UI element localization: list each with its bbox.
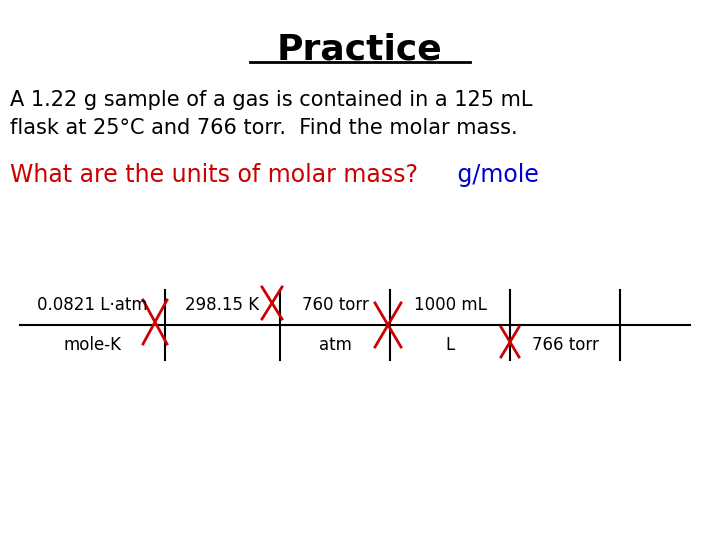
Text: Practice: Practice [277, 33, 443, 67]
Text: 298.15 K: 298.15 K [186, 296, 260, 314]
Text: g/mole: g/mole [450, 163, 539, 187]
Text: A 1.22 g sample of a gas is contained in a 125 mL: A 1.22 g sample of a gas is contained in… [10, 90, 533, 110]
Text: L: L [446, 336, 454, 354]
Text: mole-K: mole-K [63, 336, 122, 354]
Text: What are the units of molar mass?: What are the units of molar mass? [10, 163, 418, 187]
Text: flask at 25°C and 766 torr.  Find the molar mass.: flask at 25°C and 766 torr. Find the mol… [10, 118, 518, 138]
Text: 0.0821 L·atm: 0.0821 L·atm [37, 296, 148, 314]
Text: 766 torr: 766 torr [531, 336, 598, 354]
Text: 1000 mL: 1000 mL [413, 296, 487, 314]
Text: atm: atm [318, 336, 351, 354]
Text: 760 torr: 760 torr [302, 296, 369, 314]
